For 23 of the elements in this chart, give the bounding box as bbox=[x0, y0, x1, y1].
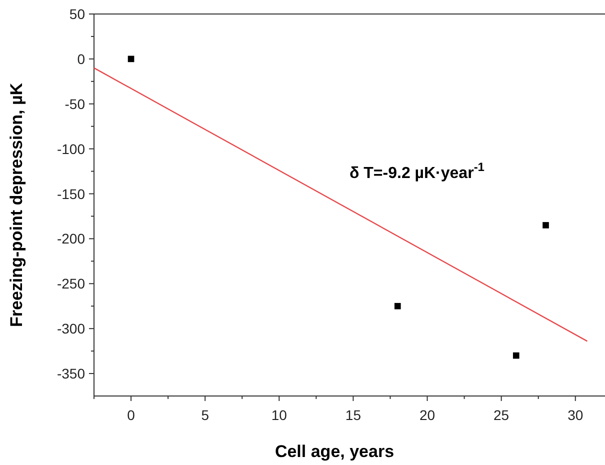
x-tick-label: 5 bbox=[201, 407, 210, 423]
x-tick-label: 20 bbox=[419, 407, 436, 423]
point bbox=[542, 222, 549, 228]
point bbox=[394, 302, 401, 310]
y-axis-title: Freezing-point depression, µK bbox=[7, 82, 26, 328]
y-tick-label: 0 bbox=[77, 50, 86, 67]
x-tick-label: 0 bbox=[127, 407, 136, 423]
point bbox=[128, 56, 134, 62]
y-tick-label: -150 bbox=[56, 186, 86, 202]
y-tick-label: -300 bbox=[56, 320, 86, 337]
x-tick-label: 25 bbox=[494, 407, 510, 423]
y-tick-label: -350 bbox=[56, 366, 86, 382]
y-tick-label: -50 bbox=[64, 96, 86, 112]
x-axis-title: Cell age, years bbox=[274, 442, 394, 461]
x-tick-label: 10 bbox=[271, 407, 288, 423]
y-tick-label: 50 bbox=[69, 6, 86, 22]
point bbox=[512, 352, 520, 359]
y-tick-label: -250 bbox=[56, 276, 86, 292]
x-tick-label: 15 bbox=[345, 407, 362, 423]
y-tick-label: -100 bbox=[56, 140, 86, 157]
annotation: δ T=-9.2 µK·year$^{-1}$ bbox=[350, 160, 485, 182]
x-tick-label: 30 bbox=[568, 407, 584, 423]
y-tick-label: -200 bbox=[56, 230, 86, 247]
